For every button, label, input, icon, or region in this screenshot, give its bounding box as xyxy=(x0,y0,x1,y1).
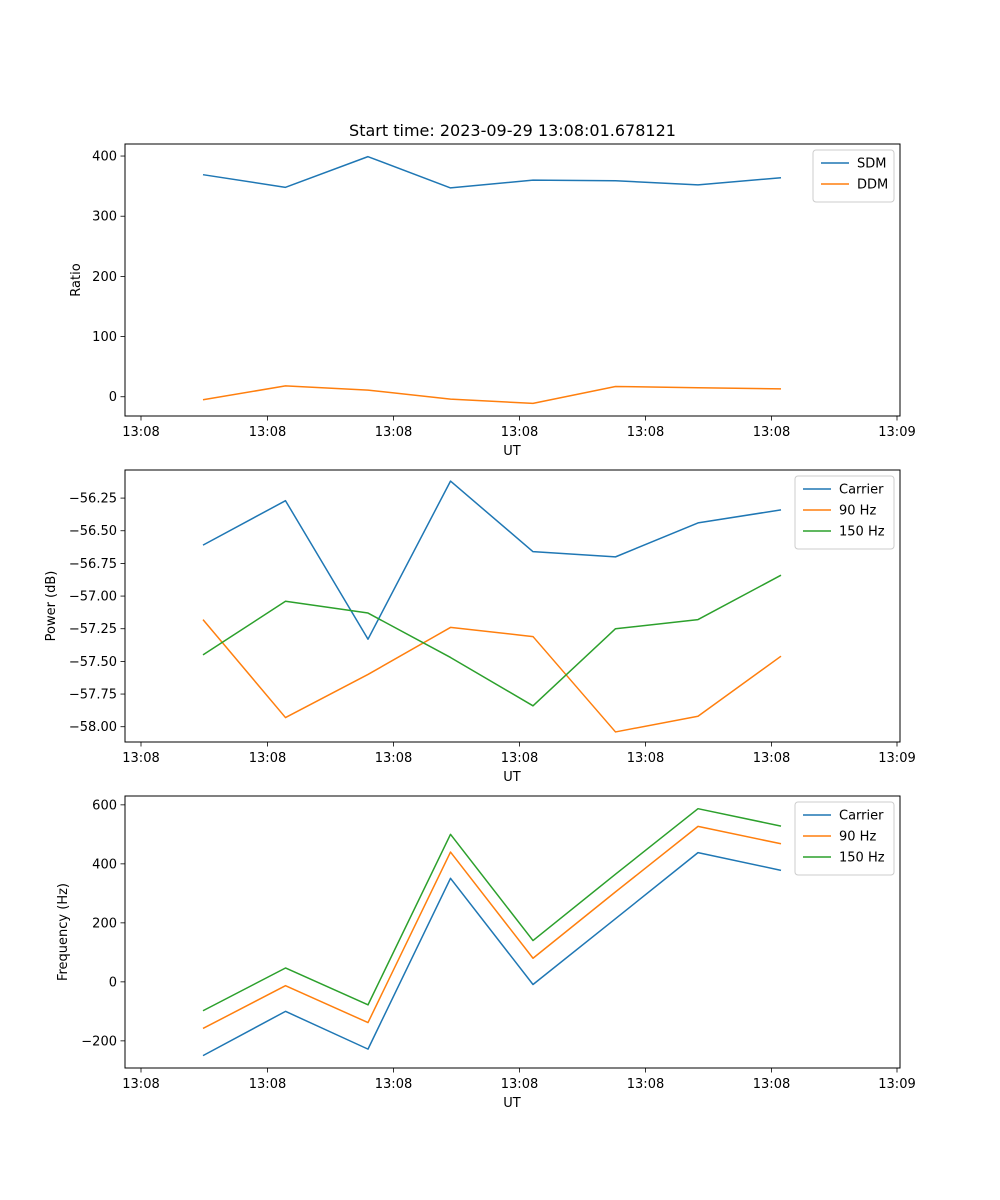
series-line-90-hz xyxy=(202,619,782,733)
y-tick-label: −58.00 xyxy=(69,720,117,735)
legend-label: DDM xyxy=(857,178,888,193)
x-tick-label: 13:09 xyxy=(878,425,915,440)
series-line-carrier xyxy=(202,480,782,640)
y-tick-label: −200 xyxy=(81,1034,117,1049)
y-tick-label: 400 xyxy=(92,150,117,165)
legend: SDM DDM xyxy=(812,149,895,203)
legend-label: 90 Hz xyxy=(839,830,876,845)
x-tick-label: 13:08 xyxy=(501,425,538,440)
legend-label: 150 Hz xyxy=(839,851,885,866)
x-tick-label: 13:08 xyxy=(375,751,412,766)
y-tick-label: −56.25 xyxy=(69,492,117,507)
y-tick-label: −57.00 xyxy=(69,590,117,605)
series-line-sdm xyxy=(202,155,782,189)
legend: Carrier 90 Hz 150 Hz xyxy=(794,801,895,876)
y-tick-label: −57.50 xyxy=(69,655,117,670)
x-tick-label: 13:08 xyxy=(753,425,790,440)
x-tick-label: 13:08 xyxy=(753,1077,790,1092)
y-axis-label: Power (dB) xyxy=(44,571,59,642)
x-axis-label: UT xyxy=(503,1096,521,1111)
x-tick-label: 13:08 xyxy=(753,751,790,766)
y-tick-label: −56.75 xyxy=(69,557,117,572)
legend-label: 150 Hz xyxy=(839,525,885,540)
series-line-90-hz xyxy=(202,825,782,1030)
series-line-150-hz xyxy=(202,807,782,1012)
y-tick-label: −57.75 xyxy=(69,688,117,703)
x-tick-label: 13:08 xyxy=(249,1077,286,1092)
x-tick-label: 13:08 xyxy=(122,425,159,440)
y-tick-label: 100 xyxy=(92,330,117,345)
series-line-150-hz xyxy=(202,574,782,707)
legend-label: SDM xyxy=(857,157,886,172)
x-tick-label: 13:08 xyxy=(122,1077,159,1092)
x-axis-label: UT xyxy=(503,770,521,785)
x-tick-label: 13:08 xyxy=(249,751,286,766)
y-tick-label: 0 xyxy=(109,390,117,405)
axes-frame xyxy=(124,795,901,1069)
x-tick-label: 13:08 xyxy=(627,1077,664,1092)
x-tick-label: 13:09 xyxy=(878,1077,915,1092)
y-tick-label: 600 xyxy=(92,798,117,813)
x-tick-label: 13:08 xyxy=(627,425,664,440)
y-tick-label: 300 xyxy=(92,210,117,225)
y-axis-label: Frequency (Hz) xyxy=(56,883,71,981)
y-tick-label: 200 xyxy=(92,916,117,931)
x-axis-label: UT xyxy=(503,444,521,459)
x-tick-label: 13:08 xyxy=(501,1077,538,1092)
series-line-ddm xyxy=(202,385,782,405)
legend-label: Carrier xyxy=(839,483,884,498)
chart-frequency: 13:08 13:08 13:08 13:08 13:08 13:08 13:09 −200 0… xyxy=(56,795,916,1111)
x-tick-label: 13:08 xyxy=(249,425,286,440)
axes-frame xyxy=(124,143,901,417)
axes-frame xyxy=(124,469,901,743)
legend: Carrier 90 Hz 150 Hz xyxy=(794,475,895,550)
x-tick-label: 13:08 xyxy=(627,751,664,766)
y-tick-label: −56.50 xyxy=(69,524,117,539)
x-tick-label: 13:08 xyxy=(375,1077,412,1092)
legend-label: Carrier xyxy=(839,809,884,824)
x-tick-label: 13:08 xyxy=(122,751,159,766)
figure-title: Start time: 2023-09-29 13:08:01.678121 xyxy=(349,121,676,140)
x-tick-label: 13:08 xyxy=(501,751,538,766)
series-line-carrier xyxy=(202,851,782,1057)
y-tick-label: 400 xyxy=(92,857,117,872)
chart-power: 13:08 13:08 13:08 13:08 13:08 13:08 13:09 −58.0… xyxy=(44,469,916,785)
x-tick-label: 13:09 xyxy=(878,751,915,766)
chart-ratio: 13:08 13:08 13:08 13:08 13:08 13:08 13:09 0 100 2… xyxy=(69,143,916,459)
legend-label: 90 Hz xyxy=(839,504,876,519)
x-tick-label: 13:08 xyxy=(375,425,412,440)
y-tick-label: 0 xyxy=(109,975,117,990)
y-tick-label: 200 xyxy=(92,270,117,285)
y-axis-label: Ratio xyxy=(69,263,84,296)
y-tick-label: −57.25 xyxy=(69,622,117,637)
